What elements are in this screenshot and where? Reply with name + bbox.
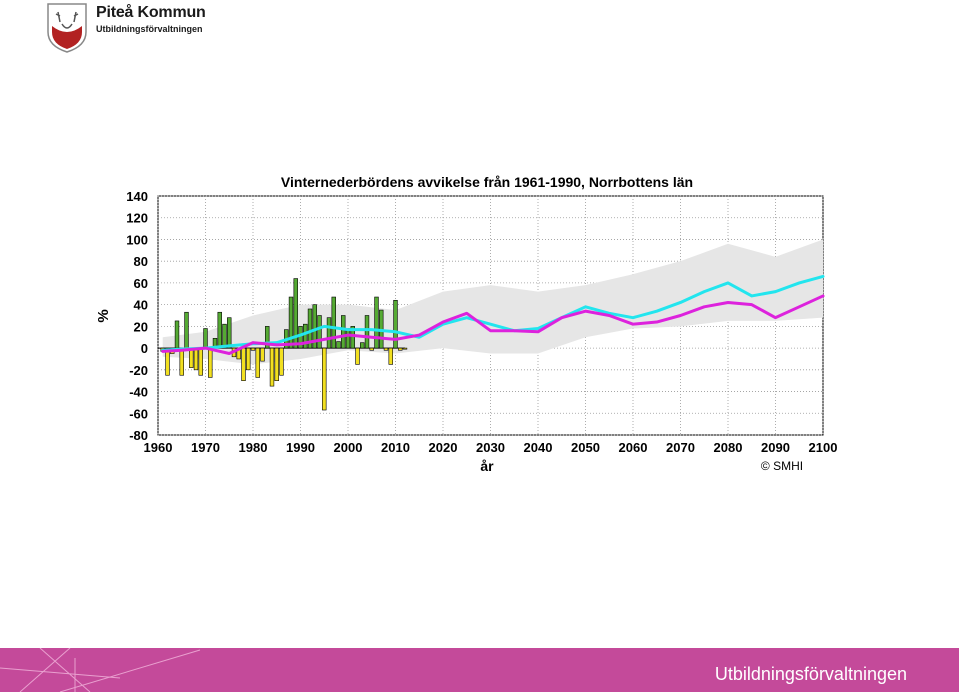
bar-negative [241, 347, 246, 381]
logo: Piteå Kommun Utbildningsförvaltningen [46, 2, 246, 54]
x-tick-label: 2030 [476, 440, 505, 455]
bar-positive [222, 323, 227, 349]
bar-negative [255, 347, 260, 378]
magenta-series-line [161, 294, 825, 356]
decorative-star-icon [0, 648, 201, 692]
y-tick-label: 100 [126, 232, 148, 247]
bar-negative [179, 347, 184, 376]
bar-positive [312, 304, 317, 349]
bar-negative [269, 347, 275, 387]
y-tick-label: -20 [129, 363, 148, 378]
bar-negative [402, 347, 408, 350]
bar-positive [364, 315, 370, 349]
y-axis-label: % [95, 309, 112, 322]
x-tick-label: 2020 [429, 440, 458, 455]
x-tick-label: 2040 [524, 440, 553, 455]
x-tick-label: 2070 [666, 440, 695, 455]
x-tick-label: 2000 [334, 440, 363, 455]
bar-negative [369, 347, 374, 351]
credit-label: © SMHI [761, 459, 803, 473]
y-tick-label: -60 [129, 406, 148, 421]
org-name: Piteå Kommun [96, 4, 206, 21]
footer-label: Utbildningsförvaltningen [714, 664, 907, 684]
org-subtitle: Utbildningsförvaltningen [96, 24, 203, 34]
y-tick-label: 40 [134, 298, 148, 313]
bar-negative [193, 347, 199, 371]
y-tick-label: -40 [129, 385, 148, 400]
bar-positive [227, 317, 232, 349]
bar-positive [217, 311, 222, 349]
y-tick-label: 0 [141, 341, 148, 356]
bar-negative [260, 347, 265, 362]
bar-positive [293, 278, 298, 349]
x-tick-label: 2050 [571, 440, 600, 455]
y-tick-label: 80 [134, 254, 148, 269]
footer-bar: Utbildningsförvaltningen [0, 648, 959, 692]
x-tick-label: 2060 [619, 440, 648, 455]
chart-title: Vinternederbördens avvikelse från 1961-1… [281, 174, 693, 190]
bar-positive [317, 315, 322, 349]
bar-positive [393, 299, 398, 349]
x-tick-label: 2090 [761, 440, 790, 455]
x-axis-label: år [480, 458, 494, 474]
y-tick-label: 60 [134, 276, 148, 291]
y-tick-label: -80 [129, 428, 148, 443]
bar-positive [345, 328, 351, 349]
crest-icon [47, 3, 87, 53]
bar-negative [322, 347, 327, 411]
bar-negative [383, 347, 389, 351]
bar-positive [184, 311, 189, 349]
bar-negative [388, 347, 393, 365]
y-tick-label: 20 [134, 319, 148, 334]
y-tick-label: 140 [126, 189, 148, 204]
x-tick-label: 1990 [286, 440, 315, 455]
x-tick-label: 1970 [191, 440, 220, 455]
bar-positive [303, 323, 308, 349]
bar-positive [326, 317, 332, 349]
bar-positive [336, 341, 341, 349]
bar-negative [208, 347, 213, 378]
bar-negative [189, 347, 194, 368]
y-tick-label: 120 [126, 211, 148, 226]
bar-positive [174, 320, 180, 349]
bar-negative [279, 347, 284, 376]
bar-positive [341, 315, 346, 349]
bar-positive [288, 296, 294, 349]
bar-positive [203, 328, 208, 349]
bar-positive [265, 326, 270, 349]
bar-negative [246, 347, 251, 371]
bar-negative [198, 347, 203, 376]
bar-negative [355, 347, 360, 365]
x-tick-label: 1980 [239, 440, 268, 455]
bar-positive [374, 296, 379, 349]
bar-positive [307, 308, 313, 349]
bar-positive [331, 296, 336, 349]
bar-positive [360, 342, 365, 349]
bar-positive [350, 326, 355, 349]
x-tick-label: 2100 [809, 440, 838, 455]
bar-negative [250, 347, 256, 351]
bar-negative [274, 347, 279, 381]
x-tick-label: 1960 [144, 440, 173, 455]
bar-negative [398, 347, 403, 351]
x-tick-label: 2010 [381, 440, 410, 455]
bar-negative [165, 347, 170, 376]
x-tick-label: 2080 [714, 440, 743, 455]
